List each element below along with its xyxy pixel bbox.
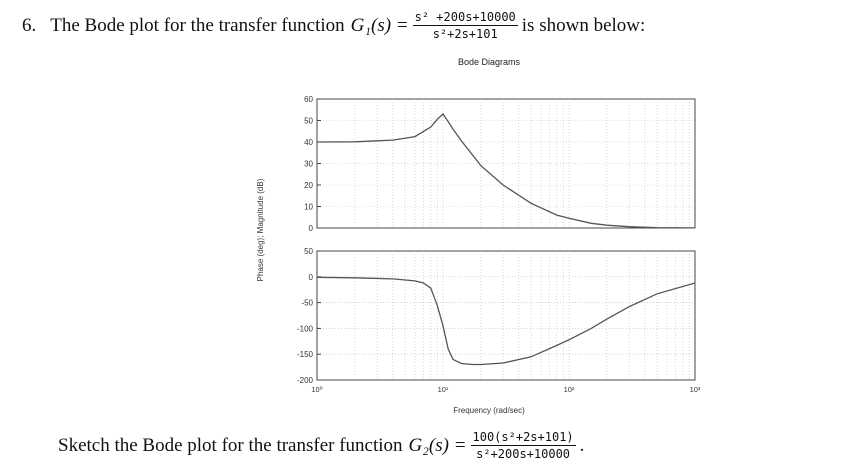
phase-grid <box>317 251 695 380</box>
magnitude-curve <box>316 113 696 229</box>
g1-fraction: s² +200s+10000 s²+2s+101 <box>412 10 518 41</box>
phase-xtick-label: 10⁰ <box>311 385 322 394</box>
question-prefix: The Bode plot for the transfer function <box>50 14 345 36</box>
question-text: 6. The Bode plot for the transfer functi… <box>22 10 645 41</box>
magnitude-ytick-label: 20 <box>304 181 313 190</box>
g2-denominator: s²+200s+10000 <box>476 447 571 461</box>
magnitude-grid <box>317 99 695 228</box>
figure-xlabel: Frequency (rad/sec) <box>453 406 525 415</box>
figure-ylabel: Phase (deg); Magnitude (dB) <box>256 178 265 281</box>
g2-numerator: 100(s²+2s+101) <box>470 430 576 446</box>
phase-panel: -200 -150 -100 -50 0 50 10⁰ 10¹ 10² 10³ <box>297 247 701 394</box>
phase-curve <box>316 276 696 366</box>
phase-ytick-label: 0 <box>309 273 314 282</box>
magnitude-ytick-label: 30 <box>304 160 313 169</box>
task-prefix: Sketch the Bode plot for the transfer fu… <box>58 434 403 456</box>
phase-xticks: 10⁰ 10¹ 10² 10³ <box>311 385 701 394</box>
question-number: 6. <box>22 14 37 36</box>
figure-title: Bode Diagrams <box>458 57 521 67</box>
magnitude-panel: 0 10 20 30 40 50 60 <box>304 95 696 233</box>
phase-xtick-label: 10³ <box>690 385 701 394</box>
task-end: . <box>579 434 585 456</box>
phase-ytick-label: -150 <box>297 350 314 359</box>
g1-numerator: s² +200s+10000 <box>412 10 518 26</box>
magnitude-ytick-label: 40 <box>304 138 313 147</box>
g1-denominator: s²+2s+101 <box>432 27 498 41</box>
magnitude-ytick-label: 60 <box>304 95 313 104</box>
phase-xtick-label: 10¹ <box>438 385 449 394</box>
phase-ytick-label: 50 <box>304 247 313 256</box>
magnitude-ytick-label: 10 <box>304 203 313 212</box>
task-text: Sketch the Bode plot for the transfer fu… <box>58 430 584 461</box>
magnitude-ytick-label: 50 <box>304 117 313 126</box>
g2-label: G₂(s) = <box>408 434 467 456</box>
phase-frame <box>316 250 696 381</box>
phase-xtick-label: 10² <box>564 385 575 394</box>
magnitude-ytick-label: 0 <box>309 224 314 233</box>
phase-ytick-label: -100 <box>297 324 314 333</box>
magnitude-yticks: 0 10 20 30 40 50 60 <box>304 95 321 233</box>
g2-fraction: 100(s²+2s+101) s²+200s+10000 <box>470 430 576 461</box>
g1-label: G₁(s) = <box>350 14 409 36</box>
phase-ytick-label: -50 <box>301 299 313 308</box>
phase-ytick-label: -200 <box>297 376 314 385</box>
question-suffix: is shown below: <box>521 14 646 36</box>
